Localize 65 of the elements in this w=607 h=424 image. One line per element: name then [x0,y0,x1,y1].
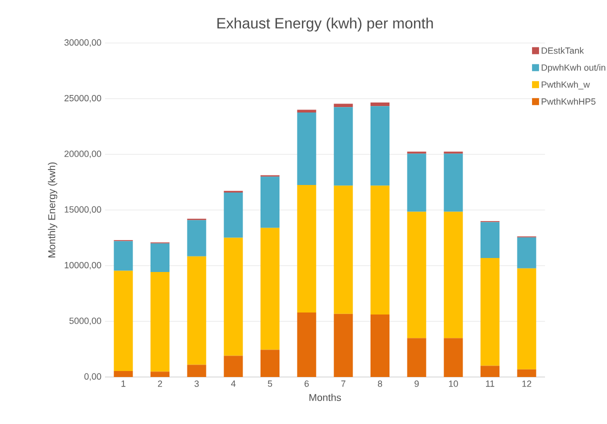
x-tick-label: 5 [268,380,272,387]
bar [260,176,280,228]
x-tick-label: 2 [158,380,162,387]
bar [407,154,426,212]
bar [517,369,536,377]
x-axis-title: Months [309,394,341,402]
x-tick-label: 12 [522,380,532,387]
bar [297,112,316,185]
y-tick-label: 30000,00 [64,39,102,47]
bar [444,338,463,377]
bar [114,270,133,371]
bar [480,258,500,366]
bar [444,212,463,338]
y-tick-label: 10000,00 [64,262,102,270]
bar [407,338,426,377]
bar [297,184,316,313]
bar [334,186,353,314]
bar [260,350,280,377]
bar [150,372,170,377]
bar [444,154,463,212]
bar [150,272,170,372]
x-tick-label: 3 [194,380,199,387]
bar [407,212,426,338]
y-tick-label: 20000,00 [64,150,102,158]
bar [370,314,390,377]
bar [517,268,536,370]
bar [150,243,170,272]
x-tick-label: 4 [231,380,236,387]
y-tick-label: 15000,00 [64,206,102,214]
y-tick-label: 5000,00 [69,318,102,326]
bar [480,366,500,377]
legend-label: PwthKwhHP5 [542,98,596,105]
bar [334,104,353,108]
bar [260,228,280,350]
bar [334,314,353,377]
x-tick-label: 10 [449,380,458,387]
bar [114,241,133,271]
y-tick-label: 25000,00 [64,94,102,102]
y-axis-title: Monthly Energy (kwh) [48,162,58,258]
bar [334,107,353,186]
bar [297,312,316,377]
bar [224,192,243,238]
legend-label: PwthKwh_w [542,81,590,90]
x-tick-label: 6 [304,380,309,387]
bar [370,102,390,106]
bar [187,220,206,256]
bar [370,106,390,186]
y-tick-label: 0,00 [84,373,102,381]
chart-title: Exhaust Energy (kwh) per month [217,18,433,32]
bar [187,364,206,377]
x-tick-label: 11 [486,380,494,387]
legend-label: DEstkTank [542,47,584,54]
bar [370,186,390,315]
x-tick-label: 7 [341,380,346,387]
bar [224,238,243,356]
bar [224,356,243,377]
x-tick-label: 9 [414,380,419,387]
bar [517,237,536,268]
bar [297,110,316,112]
bar [114,370,133,377]
bar [480,222,500,258]
bar [187,256,206,365]
x-tick-label: 1 [122,380,126,387]
legend-label: DpwhKwh out/in [542,64,606,73]
x-tick-label: 8 [378,380,382,387]
